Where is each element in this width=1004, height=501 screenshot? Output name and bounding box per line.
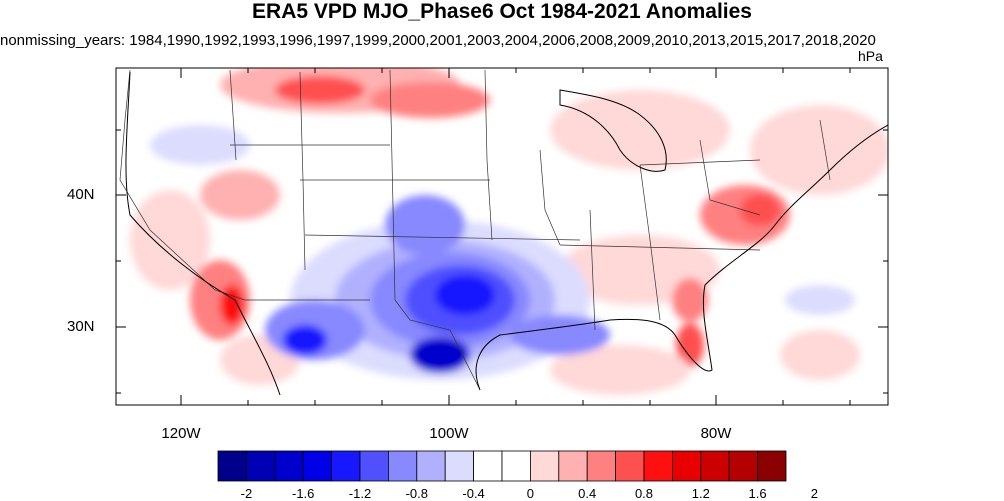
anomaly-gulf bbox=[550, 345, 690, 395]
coast-pacific bbox=[125, 71, 281, 396]
colorbar-tick-label: 1.2 bbox=[691, 486, 710, 501]
anomaly-south-texas-core bbox=[410, 337, 470, 373]
x-label-100w: 100W bbox=[429, 425, 469, 442]
anomaly-louisiana bbox=[510, 315, 610, 355]
anomaly-florida bbox=[676, 323, 704, 367]
chart-title: ERA5 VPD MJO_Phase6 Oct 1984-2021 Anomal… bbox=[252, 0, 752, 23]
boundary-lat-35 bbox=[559, 244, 761, 251]
boundary-new-england bbox=[819, 119, 831, 181]
colorbar-swatch bbox=[274, 450, 304, 482]
state-boundaries bbox=[119, 69, 831, 391]
anomaly-great-lakes bbox=[550, 90, 730, 170]
x-label-80w: 80W bbox=[700, 425, 732, 442]
colorbar-swatch bbox=[501, 450, 531, 482]
boundary-plains-east bbox=[484, 69, 493, 241]
anomaly-colorado-kansas bbox=[385, 195, 465, 255]
anomaly-great-basin bbox=[200, 170, 280, 220]
boundary-plains-west bbox=[389, 69, 396, 301]
colorbar-swatch bbox=[672, 450, 702, 482]
colorbar-tick-label: 0.4 bbox=[578, 486, 597, 501]
colorbar-swatch bbox=[217, 450, 247, 482]
colorbar-tick-label: -0.8 bbox=[405, 486, 428, 501]
chart-subtitle: nonmissing_years: 1984,1990,1992,1993,19… bbox=[0, 32, 876, 49]
colorbar-tick-label: 0 bbox=[526, 486, 534, 501]
colorbar-swatch bbox=[757, 450, 787, 482]
colorbar-tick-label: 1.6 bbox=[748, 486, 767, 501]
map-frame bbox=[115, 67, 889, 406]
x-ticks bbox=[115, 68, 851, 405]
coast-gulf-atlantic bbox=[475, 124, 888, 391]
anomaly-northwest bbox=[150, 125, 250, 165]
colorbar-swatch bbox=[728, 450, 759, 482]
colorbar-swatch bbox=[473, 450, 503, 482]
colorbar-swatch bbox=[615, 450, 645, 482]
colorbar-swatch bbox=[359, 450, 389, 482]
boundary-mississippi bbox=[539, 149, 561, 246]
coast-great-lakes bbox=[559, 89, 667, 172]
colorbar-swatch bbox=[444, 450, 475, 482]
anomaly-socal-core bbox=[220, 285, 244, 325]
boundary-alabama bbox=[589, 209, 596, 331]
anomaly-dakotas bbox=[370, 82, 490, 118]
coastlines bbox=[125, 71, 888, 396]
boundary-lat-37 bbox=[304, 234, 581, 241]
y-label-30n: 30N bbox=[67, 318, 95, 335]
y-label-40n: 40N bbox=[67, 186, 95, 203]
colorbar-tick-label: 0.8 bbox=[634, 486, 654, 501]
colorbar-tick-label: -1.6 bbox=[291, 486, 315, 501]
anomaly-georgia bbox=[672, 278, 708, 322]
boundary-georgia bbox=[639, 164, 661, 321]
anomaly-atlantic bbox=[780, 330, 860, 380]
anomaly-field bbox=[130, 68, 888, 395]
anomaly-texas-core bbox=[435, 275, 495, 315]
anomaly-northern-plains-core bbox=[275, 76, 365, 104]
colorbar-swatch bbox=[245, 450, 276, 482]
colorbar-tick-label: 2 bbox=[810, 486, 818, 501]
anomaly-atlantic-negative bbox=[785, 285, 855, 315]
anomaly-northeast bbox=[750, 105, 888, 195]
y-ticks bbox=[116, 129, 888, 394]
colorbar-tick-label: -2 bbox=[240, 486, 253, 501]
colorbar-swatch bbox=[558, 450, 588, 482]
colorbar bbox=[217, 450, 787, 482]
colorbar-swatch bbox=[331, 450, 361, 482]
anomaly-california bbox=[130, 190, 210, 290]
colorbar-tick-label: -1.2 bbox=[348, 486, 372, 501]
colorbar-swatch bbox=[530, 450, 560, 482]
boundary-west-coast bbox=[119, 69, 246, 301]
colorbar-swatch bbox=[643, 450, 673, 482]
colorbar-swatch bbox=[387, 450, 418, 482]
colorbar-swatch bbox=[416, 450, 446, 482]
boundary-ohio-north bbox=[639, 159, 761, 166]
anomaly-mexico-northwest-core bbox=[283, 325, 327, 355]
colorbar-tick-label: -0.4 bbox=[462, 486, 485, 501]
boundary-texas-mexico bbox=[394, 299, 481, 391]
anomaly-mid-atlantic-core bbox=[740, 194, 780, 226]
units-label: hPa bbox=[858, 48, 883, 64]
colorbar-swatch bbox=[700, 450, 730, 482]
boundary-appalachia bbox=[699, 139, 761, 216]
x-label-120w: 120W bbox=[161, 425, 201, 442]
colorbar-swatch bbox=[586, 450, 617, 482]
colorbar-swatch bbox=[302, 450, 333, 482]
